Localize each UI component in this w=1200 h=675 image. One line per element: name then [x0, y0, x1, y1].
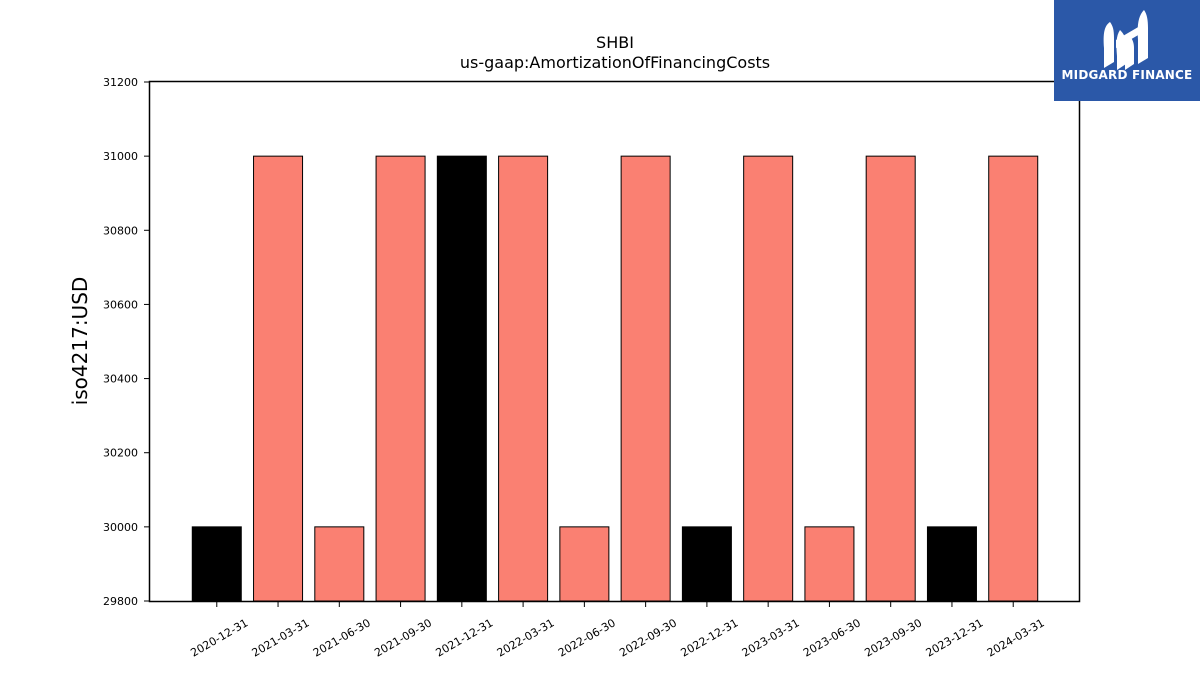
- brand-name: MIDGARD FINANCE: [1061, 68, 1193, 82]
- chart-title: SHBI: [596, 33, 634, 52]
- bar-2021-06-30: [314, 526, 365, 602]
- x-ticks: 2020-12-31 2021-03-31 2021-06-30 2021-09-30…: [188, 601, 1047, 660]
- y-tick-label: 30400: [103, 373, 138, 386]
- bar-2023-06-30: [804, 526, 855, 602]
- brand-logo: MIDGARD FINANCE: [1054, 0, 1200, 101]
- x-tick-label: 2021-03-31: [250, 616, 312, 659]
- x-tick-label: 2022-03-31: [495, 616, 557, 659]
- bar-2023-12-31: [926, 526, 977, 602]
- x-tick-label: 2023-06-30: [801, 616, 863, 659]
- y-axis-label: iso4217:USD: [68, 277, 92, 406]
- x-tick-label: 2022-06-30: [556, 616, 618, 659]
- bar-2024-03-31: [988, 155, 1039, 602]
- x-tick-label: 2021-06-30: [311, 616, 373, 659]
- bars-layer: [191, 155, 1039, 602]
- x-tick-label: 2024-03-31: [985, 616, 1047, 659]
- stylized-m-logo-icon: [1103, 10, 1148, 70]
- y-tick-label: 29800: [103, 595, 138, 608]
- bar-2020-12-31: [191, 526, 242, 602]
- bar-2022-12-31: [681, 526, 732, 602]
- y-tick-label: 31200: [103, 76, 138, 89]
- bar-2022-03-31: [498, 155, 549, 602]
- x-tick-label: 2022-09-30: [617, 616, 679, 659]
- y-tick-label: 30000: [103, 521, 138, 534]
- y-tick-label: 30200: [103, 447, 138, 460]
- bar-2021-09-30: [375, 155, 426, 602]
- x-tick-label: 2023-03-31: [740, 616, 802, 659]
- bar-2022-09-30: [620, 155, 671, 602]
- x-tick-label: 2021-12-31: [433, 616, 495, 659]
- bar-2022-06-30: [559, 526, 610, 602]
- x-tick-label: 2020-12-31: [188, 616, 250, 659]
- y-tick-label: 30600: [103, 298, 138, 311]
- plot-frame: [148, 80, 1081, 603]
- chart-subtitle: us-gaap:AmortizationOfFinancingCosts: [460, 53, 770, 72]
- bar-2021-12-31: [436, 155, 487, 602]
- bar-2023-09-30: [865, 155, 916, 602]
- x-tick-label: 2023-09-30: [862, 616, 924, 659]
- bar-2021-03-31: [253, 155, 304, 602]
- y-ticks: 29800 30000 30200 30400 30600 30800 31000 31200: [103, 76, 150, 608]
- y-tick-label: 31000: [103, 150, 138, 163]
- x-tick-label: 2021-09-30: [372, 616, 434, 659]
- x-tick-label: 2023-12-31: [924, 616, 986, 659]
- bar-2023-03-31: [743, 155, 794, 602]
- y-tick-label: 30800: [103, 224, 138, 237]
- x-tick-label: 2022-12-31: [679, 616, 741, 659]
